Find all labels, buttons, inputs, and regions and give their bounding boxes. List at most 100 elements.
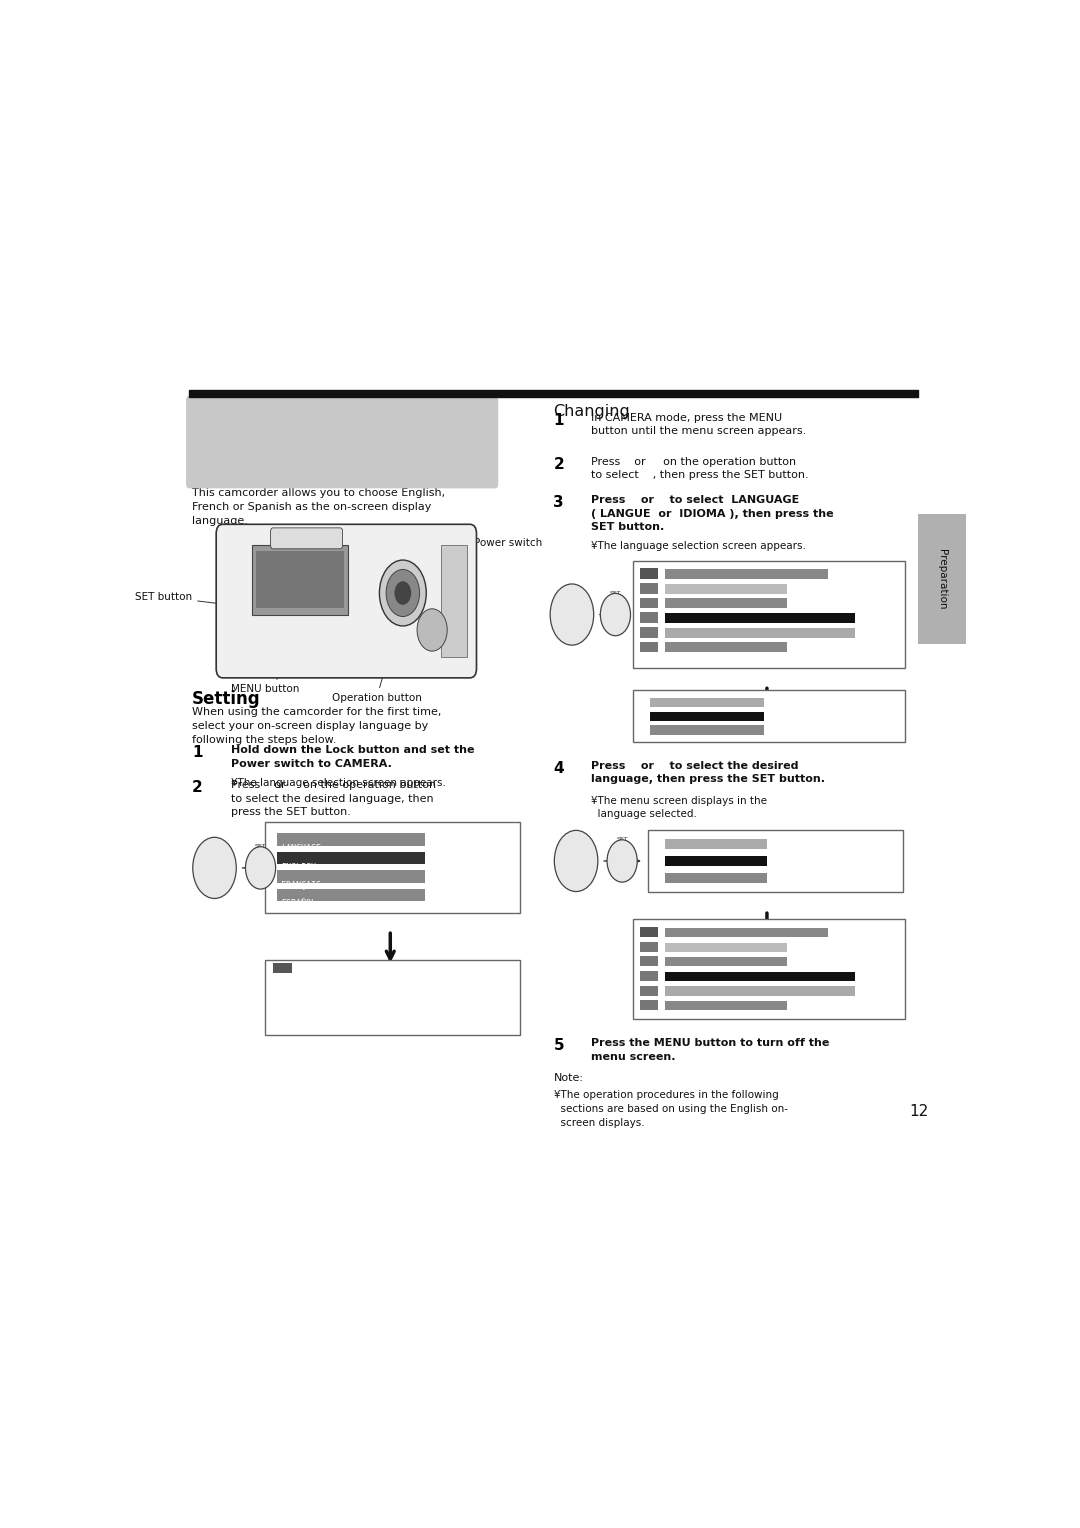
Text: ¥The language selection screen appears.: ¥The language selection screen appears. — [591, 541, 806, 552]
Text: ¥The language selection screen appears.: ¥The language selection screen appears. — [231, 778, 446, 788]
Bar — [665, 613, 855, 623]
Text: Press    or    to select  LANGUAGE
( LANGUE  or  IDIOMA ), then press the
SET bu: Press or to select LANGUAGE ( LANGUE or … — [591, 495, 834, 532]
Bar — [665, 927, 828, 937]
Text: ¥The operation procedures in the following
  sections are based on using the Eng: ¥The operation procedures in the followi… — [554, 1089, 787, 1128]
Bar — [639, 613, 658, 623]
Bar — [278, 851, 426, 863]
Text: ☺: ☺ — [481, 967, 490, 978]
Bar — [441, 545, 468, 657]
Bar — [639, 927, 658, 937]
Bar — [639, 597, 658, 608]
Bar — [665, 1001, 787, 1010]
Text: AUTO: AUTO — [274, 1024, 308, 1036]
Bar — [278, 889, 426, 902]
Bar — [665, 957, 787, 966]
Text: 1: 1 — [554, 413, 564, 428]
Bar — [256, 552, 345, 608]
Bar — [633, 918, 905, 1019]
Text: Selecting the Language
for the On-screen
Display: Selecting the Language for the On-screen… — [202, 411, 434, 478]
Circle shape — [379, 561, 427, 626]
Bar — [278, 871, 426, 883]
Text: 5: 5 — [554, 1038, 564, 1053]
Circle shape — [554, 830, 598, 891]
Bar — [278, 833, 426, 845]
Bar — [639, 1001, 658, 1010]
Circle shape — [245, 847, 275, 889]
Bar — [665, 943, 787, 952]
Text: Preparation: Preparation — [936, 549, 947, 610]
Bar — [639, 986, 658, 996]
Circle shape — [394, 581, 411, 605]
Text: Power switch: Power switch — [402, 538, 542, 547]
Text: Press    or    to select the desired
language, then press the SET button.: Press or to select the desired language,… — [591, 761, 825, 784]
Bar — [633, 561, 905, 668]
Circle shape — [600, 593, 631, 636]
FancyBboxPatch shape — [216, 524, 476, 678]
Circle shape — [417, 608, 447, 651]
Bar — [648, 830, 903, 892]
Text: ⒶⒶ: ⒶⒶ — [503, 830, 513, 839]
Text: SET button: SET button — [135, 591, 225, 604]
Bar — [639, 941, 658, 952]
Bar — [639, 626, 658, 637]
Text: SET: SET — [255, 843, 267, 850]
Circle shape — [607, 840, 637, 882]
Bar — [665, 642, 787, 652]
Text: LANGUAGE: LANGUAGE — [282, 843, 322, 853]
Text: 1: 1 — [192, 746, 202, 761]
Bar — [665, 839, 767, 848]
Text: This camcorder allows you to choose English,
French or Spanish as the on-screen : This camcorder allows you to choose Engl… — [192, 487, 445, 526]
Bar — [918, 515, 967, 643]
Bar — [665, 628, 855, 637]
Bar — [650, 698, 764, 707]
Text: Changing: Changing — [554, 405, 631, 419]
Bar — [650, 726, 764, 735]
Bar — [650, 712, 764, 721]
Bar — [265, 822, 521, 914]
Text: 3: 3 — [554, 495, 564, 510]
Text: 2: 2 — [192, 781, 203, 795]
Text: ENGLISH: ENGLISH — [282, 862, 316, 871]
Bar — [639, 568, 658, 579]
Text: In CAMERA mode, press the MENU
button until the menu screen appears.: In CAMERA mode, press the MENU button un… — [591, 413, 807, 437]
Bar — [633, 691, 905, 743]
Text: FRANÇAIS: FRANÇAIS — [282, 882, 322, 889]
Text: MENU button: MENU button — [231, 666, 299, 694]
Text: 4: 4 — [554, 761, 564, 776]
Text: ⒶⒶ: ⒶⒶ — [503, 967, 513, 976]
Bar — [273, 963, 292, 973]
Bar — [665, 568, 828, 579]
Bar — [665, 584, 787, 594]
Text: ESPAÑOL: ESPAÑOL — [282, 900, 316, 909]
Bar — [665, 972, 855, 981]
Text: Setting: Setting — [192, 691, 260, 707]
Bar — [189, 390, 918, 397]
Bar — [639, 957, 658, 966]
Text: Press    or     on the operation button
to select    , then press the SET button: Press or on the operation button to sele… — [591, 457, 809, 480]
Text: SET: SET — [617, 837, 627, 842]
Bar — [639, 642, 658, 652]
Bar — [665, 872, 767, 883]
Bar — [265, 960, 521, 1034]
Text: Press the MENU button to turn off the
menu screen.: Press the MENU button to turn off the me… — [591, 1038, 829, 1062]
Text: When using the camcorder for the first time,
select your on-screen display langu: When using the camcorder for the first t… — [192, 707, 442, 746]
Bar — [639, 584, 658, 594]
Circle shape — [550, 584, 594, 645]
Circle shape — [192, 837, 237, 898]
Text: SET: SET — [609, 591, 621, 596]
Text: Press    or     on the operation button
to select the desired language, then
pre: Press or on the operation button to sele… — [231, 781, 436, 817]
Bar — [665, 987, 855, 996]
FancyBboxPatch shape — [186, 396, 498, 489]
Bar — [665, 856, 767, 865]
Bar — [665, 599, 787, 608]
Circle shape — [387, 570, 420, 616]
Bar — [253, 545, 349, 614]
Bar — [639, 972, 658, 981]
Text: Hold down the Lock button and set the
Power switch to CAMERA.: Hold down the Lock button and set the Po… — [231, 746, 475, 769]
Text: Operation button: Operation button — [332, 668, 421, 703]
Text: Note:: Note: — [554, 1073, 583, 1083]
Text: ¥The menu screen displays in the
  language selected.: ¥The menu screen displays in the languag… — [591, 796, 767, 819]
Text: 12: 12 — [909, 1103, 929, 1118]
FancyBboxPatch shape — [271, 527, 342, 549]
Text: 2: 2 — [554, 457, 564, 472]
